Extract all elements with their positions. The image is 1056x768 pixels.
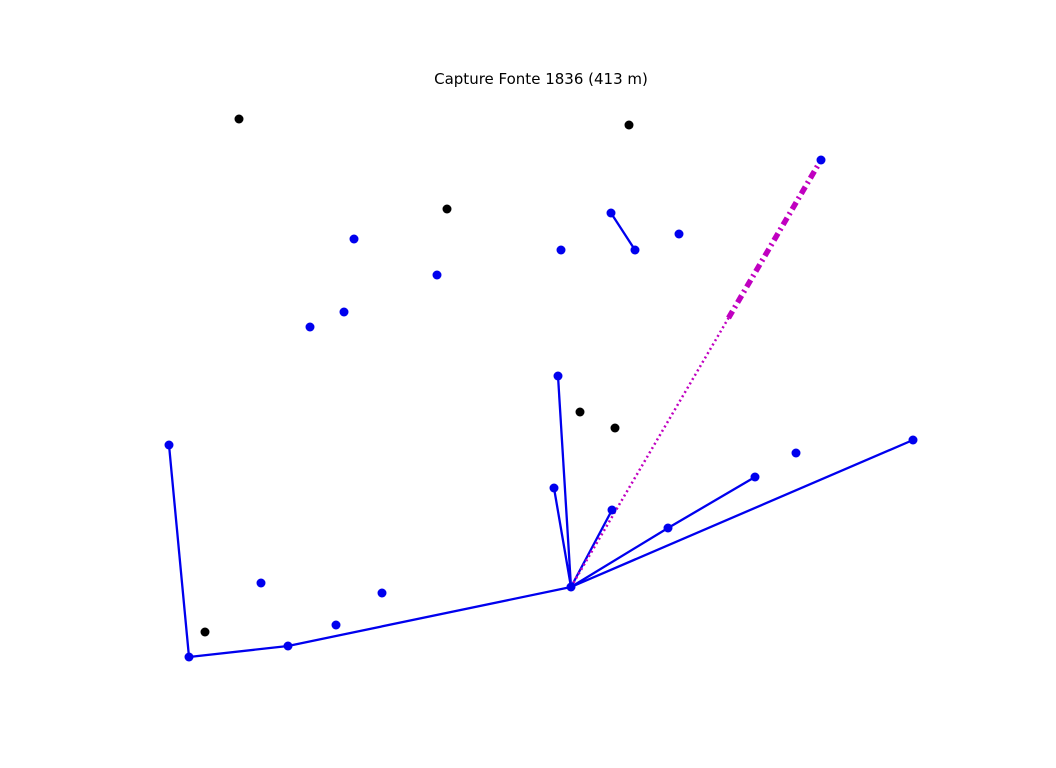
capture-path (569, 158, 824, 588)
network-node (674, 229, 684, 239)
network-edge (167, 444, 191, 658)
other-node (575, 407, 585, 417)
network-node (816, 155, 826, 165)
network-node (283, 641, 293, 651)
network-edge (610, 212, 636, 251)
network-node (908, 435, 918, 445)
network-edge (569, 509, 614, 588)
network-edges (167, 212, 914, 659)
network-edge (287, 585, 572, 648)
other-node (624, 120, 634, 130)
network-node (377, 588, 387, 598)
network-node (184, 652, 194, 662)
diagram-title: Capture Fonte 1836 (413 m) (434, 70, 648, 88)
network-node (331, 620, 341, 630)
network-node (349, 234, 359, 244)
network-node (556, 245, 566, 255)
network-node (607, 505, 617, 515)
network-node (606, 208, 616, 218)
network-node (549, 483, 559, 493)
network-node (566, 582, 576, 592)
network-edge (188, 644, 289, 659)
network-node (256, 578, 266, 588)
network-node (432, 270, 442, 280)
network-edge (667, 476, 756, 529)
other-node (200, 627, 210, 637)
other-node (442, 204, 452, 214)
network-node (630, 245, 640, 255)
network-node (305, 322, 315, 332)
other-node (234, 114, 244, 124)
network-nodes (164, 114, 918, 662)
network-node (791, 448, 801, 458)
network-edge (570, 438, 914, 589)
network-node (553, 371, 563, 381)
capture-path-dotted (569, 317, 730, 588)
network-node (663, 523, 673, 533)
network-edge (556, 375, 573, 588)
network-edge (570, 527, 669, 588)
network-edge (552, 487, 573, 588)
network-node (164, 440, 174, 450)
network-node (750, 472, 760, 482)
capture-path-dashed (726, 158, 824, 320)
other-node (610, 423, 620, 433)
network-node (339, 307, 349, 317)
